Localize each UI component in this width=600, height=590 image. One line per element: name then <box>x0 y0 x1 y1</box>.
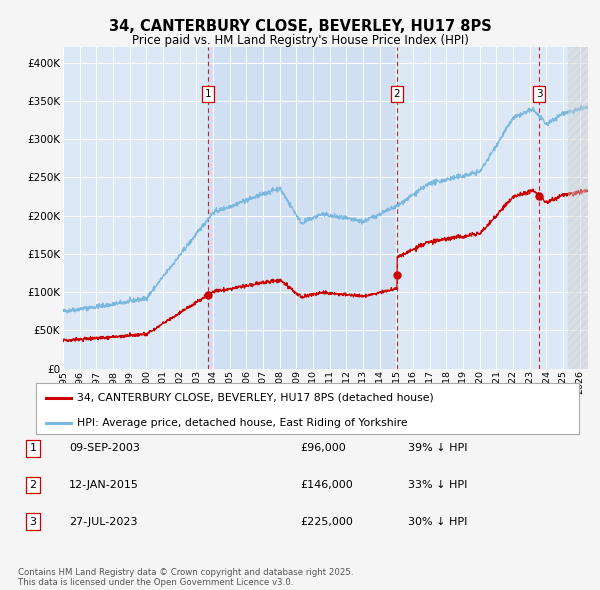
Text: 34, CANTERBURY CLOSE, BEVERLEY, HU17 8PS (detached house): 34, CANTERBURY CLOSE, BEVERLEY, HU17 8PS… <box>77 392 433 402</box>
Text: £96,000: £96,000 <box>300 444 346 453</box>
Text: £146,000: £146,000 <box>300 480 353 490</box>
Text: 30% ↓ HPI: 30% ↓ HPI <box>408 517 467 526</box>
Text: Contains HM Land Registry data © Crown copyright and database right 2025.
This d: Contains HM Land Registry data © Crown c… <box>18 568 353 587</box>
Text: 09-SEP-2003: 09-SEP-2003 <box>69 444 140 453</box>
Text: £225,000: £225,000 <box>300 517 353 526</box>
Text: 34, CANTERBURY CLOSE, BEVERLEY, HU17 8PS: 34, CANTERBURY CLOSE, BEVERLEY, HU17 8PS <box>109 19 491 34</box>
Text: 1: 1 <box>205 89 211 99</box>
Bar <box>568 47 588 369</box>
Text: 39% ↓ HPI: 39% ↓ HPI <box>408 444 467 453</box>
Text: 3: 3 <box>29 517 37 526</box>
Bar <box>208 47 397 369</box>
Text: 2: 2 <box>29 480 37 490</box>
Text: 2: 2 <box>394 89 400 99</box>
Text: HPI: Average price, detached house, East Riding of Yorkshire: HPI: Average price, detached house, East… <box>77 418 407 428</box>
Text: 33% ↓ HPI: 33% ↓ HPI <box>408 480 467 490</box>
Text: 3: 3 <box>536 89 542 99</box>
Text: 1: 1 <box>29 444 37 453</box>
Text: 27-JUL-2023: 27-JUL-2023 <box>69 517 137 526</box>
Text: 12-JAN-2015: 12-JAN-2015 <box>69 480 139 490</box>
Text: Price paid vs. HM Land Registry's House Price Index (HPI): Price paid vs. HM Land Registry's House … <box>131 34 469 47</box>
